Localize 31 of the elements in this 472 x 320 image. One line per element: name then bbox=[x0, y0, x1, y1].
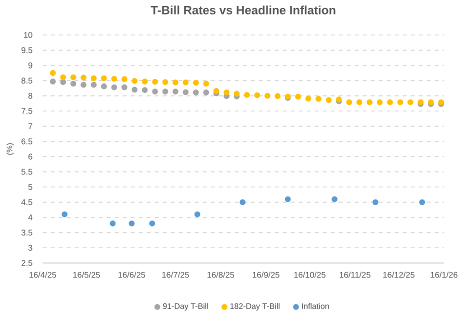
y-tick-label: 5 bbox=[28, 184, 32, 190]
x-tick-label: 16/9/25 bbox=[252, 272, 280, 278]
x-tick-label: 16/4/25 bbox=[30, 272, 56, 278]
y-tick-label: 4 bbox=[28, 214, 32, 220]
x-tick-label: 16/11/25 bbox=[340, 272, 370, 278]
y-tick-label: 10 bbox=[24, 32, 32, 38]
y-tick-label: 3.5 bbox=[21, 230, 32, 236]
y-tick-label: 2.5 bbox=[22, 260, 32, 266]
x-tick-label: 16/6/25 bbox=[118, 272, 146, 278]
y-tick-label: 3 bbox=[28, 244, 32, 251]
y-tick-label: 9 bbox=[28, 62, 32, 68]
y-tick-label: 4.5 bbox=[21, 199, 32, 206]
y-axis-title: (%) bbox=[6, 143, 14, 155]
legend-label: 182-Day T-Bill bbox=[230, 303, 280, 311]
x-tick-label: 16/1/26 bbox=[430, 272, 458, 278]
y-tick-label: 6 bbox=[28, 154, 32, 160]
y-tick-label: 8.5 bbox=[21, 78, 32, 84]
x-tick-label: 16/12/25 bbox=[383, 272, 414, 278]
y-tick-label: 9.5 bbox=[22, 47, 32, 54]
x-tick-label: 16/5/25 bbox=[73, 272, 100, 278]
y-tick-label: 5.5 bbox=[21, 168, 32, 175]
y-tick-label: 7.5 bbox=[22, 108, 32, 114]
chart-title: T-Bill Rates vs Headline Inflation bbox=[150, 6, 336, 14]
x-tick-label: 16/10/25 bbox=[294, 272, 326, 278]
x-tick-label: 16/7/25 bbox=[162, 272, 189, 278]
x-tick-label: 16/8/25 bbox=[208, 272, 234, 278]
y-tick-label: 8 bbox=[28, 92, 32, 99]
legend-label: 91-Day T-Bill bbox=[163, 303, 208, 311]
legend-label: Inflation bbox=[302, 303, 329, 309]
y-tick-label: 7 bbox=[28, 123, 32, 130]
y-tick-label: 6.5 bbox=[22, 138, 32, 144]
